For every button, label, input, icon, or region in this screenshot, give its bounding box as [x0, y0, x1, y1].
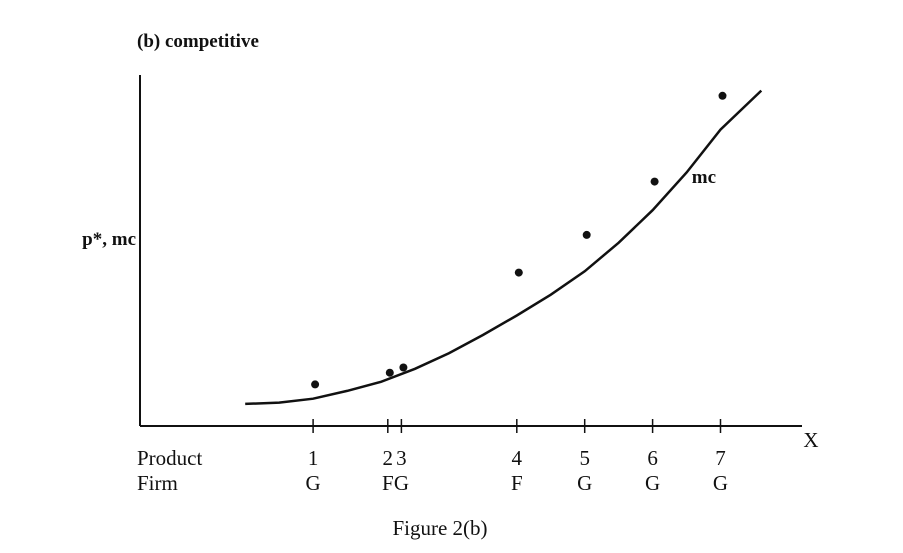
- data-point-3: [399, 363, 408, 372]
- mc-curve: [245, 89, 763, 406]
- data-point-7: [718, 91, 727, 100]
- product-label-4: 4: [512, 446, 523, 470]
- figure-caption: Figure 2(b): [392, 516, 487, 540]
- firm-label-7: G: [713, 471, 728, 495]
- product-label-7: 7: [715, 446, 726, 470]
- chart-title: (b) competitive: [137, 31, 259, 52]
- data-point-2: [385, 368, 394, 377]
- data-point-5: [582, 230, 591, 239]
- data-point-6: [650, 177, 659, 186]
- y-axis-label: p*, mc: [82, 229, 136, 250]
- firm-label-3: G: [394, 471, 409, 495]
- firm-label-5: G: [577, 471, 592, 495]
- data-point-1: [311, 380, 320, 389]
- firm-label-2: F: [382, 471, 394, 495]
- product-label-6: 6: [647, 446, 658, 470]
- product-label-1: 1: [308, 446, 319, 470]
- mc-curve-label: mc: [692, 167, 716, 188]
- product-label-3: 3: [396, 446, 407, 470]
- firm-label-6: G: [645, 471, 660, 495]
- x-axis-label: X: [803, 428, 818, 452]
- product-row-label: Product: [137, 446, 202, 470]
- data-point-4: [514, 268, 523, 277]
- data-points: [311, 91, 727, 389]
- x-ticks: [312, 419, 722, 433]
- product-label-2: 2: [383, 446, 394, 470]
- firm-row-label: Firm: [137, 471, 178, 495]
- product-label-5: 5: [579, 446, 590, 470]
- firm-label-1: G: [306, 471, 321, 495]
- firm-label-4: F: [511, 471, 523, 495]
